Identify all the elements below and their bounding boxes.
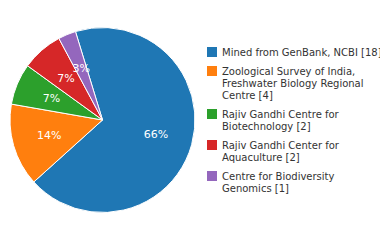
data-label: 7% <box>43 92 60 105</box>
data-label: 14% <box>37 129 61 142</box>
legend-item: Rajiv Gandhi Center forAquaculture [2] <box>207 140 340 163</box>
legend-label: Zoological Survey of India,Freshwater Bi… <box>222 66 364 101</box>
data-label: 66% <box>144 128 168 141</box>
legend-swatch <box>207 140 217 150</box>
data-labels: 66%14%7%7%3% <box>37 62 168 142</box>
legend: Mined from GenBank, NCBI [18] Zoological … <box>207 47 380 194</box>
legend-label: Centre for BiodiversityGenomics [1] <box>222 171 335 194</box>
legend-item: Rajiv Gandhi Centre forBiotechnology [2] <box>207 109 340 132</box>
legend-swatch <box>207 171 217 181</box>
chart: 66%14%7%7%3%Mined from GenBank, NCBI [18… <box>0 0 380 240</box>
legend-label: Mined from GenBank, NCBI [18] <box>222 47 380 58</box>
legend-label: Rajiv Gandhi Centre forBiotechnology [2] <box>222 109 340 132</box>
legend-label: Rajiv Gandhi Center forAquaculture [2] <box>222 140 340 163</box>
legend-item: Centre for BiodiversityGenomics [1] <box>207 171 335 194</box>
legend-swatch <box>207 66 217 76</box>
legend-item: Zoological Survey of India,Freshwater Bi… <box>207 66 364 101</box>
legend-item: Mined from GenBank, NCBI [18] <box>207 47 380 58</box>
pie <box>10 28 195 213</box>
legend-swatch <box>207 109 217 119</box>
legend-swatch <box>207 47 217 57</box>
data-label: 3% <box>72 62 89 75</box>
